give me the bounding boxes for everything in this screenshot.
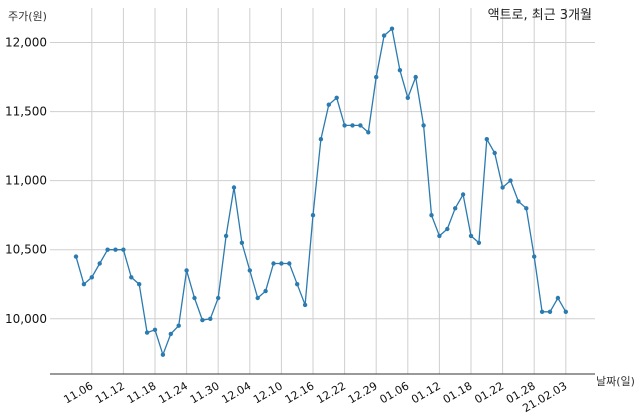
x-tick-label: 11.06 [62, 379, 96, 406]
price-point [255, 295, 260, 301]
x-tick-label: 01.18 [441, 379, 475, 406]
price-point [358, 123, 363, 128]
price-point [152, 327, 158, 332]
price-point [105, 247, 110, 252]
price-point [263, 288, 268, 294]
x-tick-label: 11.12 [93, 379, 127, 406]
y-tick-label: 10,000 [5, 312, 47, 326]
price-point [453, 206, 458, 211]
price-point [381, 33, 387, 38]
price-point [137, 282, 142, 287]
price-point [168, 331, 173, 337]
price-point [460, 192, 466, 197]
y-tick-label: 10,500 [5, 243, 47, 257]
price-point [295, 282, 300, 287]
price-point [310, 213, 316, 218]
x-tick-label: 11.30 [188, 379, 222, 406]
x-tick-label: 11.24 [156, 379, 190, 406]
price-point [287, 261, 292, 266]
x-tick-label: 12.29 [346, 379, 380, 406]
price-point [247, 268, 252, 273]
price-point [516, 199, 521, 204]
x-tick-label: 01.12 [409, 379, 443, 406]
y-tick-label: 12,000 [5, 36, 47, 50]
price-point [342, 123, 347, 128]
price-point [121, 247, 126, 252]
price-point [524, 206, 529, 211]
price-point [176, 323, 181, 328]
price-point [334, 95, 339, 101]
price-point [532, 254, 537, 259]
price-point [81, 282, 87, 287]
price-point [192, 295, 197, 301]
price-point [160, 352, 166, 357]
price-point [302, 302, 308, 308]
price-point [326, 102, 331, 107]
price-point [421, 123, 426, 128]
x-tick-label: 12.16 [283, 379, 317, 406]
price-point [271, 261, 276, 266]
price-point [468, 233, 474, 239]
price-point [208, 316, 213, 321]
y-axis-label: 주가(원) [8, 10, 47, 23]
price-point [113, 247, 118, 252]
price-point [555, 295, 561, 301]
price-point [405, 95, 410, 101]
price-point [500, 185, 505, 190]
y-tick-label: 11,500 [5, 105, 47, 119]
price-point [216, 295, 221, 301]
price-point [413, 74, 418, 80]
x-tick-label: 12.10 [251, 379, 285, 406]
price-point [200, 317, 205, 323]
price-point [73, 254, 79, 259]
price-point [508, 178, 513, 183]
grid-layer [50, 8, 595, 374]
price-point [239, 240, 245, 245]
price-point [492, 150, 497, 156]
price-point [144, 330, 150, 335]
price-point [89, 275, 95, 280]
price-line [75, 27, 567, 357]
x-tick-label: 11.18 [125, 379, 159, 406]
chart-title: 액트로, 최근 3개월 [488, 8, 592, 23]
price-point [366, 130, 371, 135]
price-point [374, 74, 379, 80]
price-point [231, 185, 237, 190]
price-point [279, 261, 284, 266]
price-point [129, 275, 134, 280]
price-point [223, 233, 229, 239]
axis-layer: 10,000 10,500 11,000 11,500 12,000 11.0611.12… [5, 36, 595, 414]
x-axis-label: 날짜(일) [596, 374, 635, 388]
price-point [429, 213, 434, 218]
price-point [397, 68, 403, 73]
price-point [539, 309, 545, 314]
x-tick-label: 01.22 [472, 379, 506, 406]
price-point [437, 233, 442, 239]
price-point [476, 240, 482, 245]
price-point [563, 309, 568, 314]
price-point [184, 268, 189, 273]
x-tick-label: 12.22 [314, 379, 348, 406]
price-point [484, 137, 489, 142]
price-point [445, 226, 450, 232]
series-layer [73, 26, 568, 357]
x-tick-label: 01.06 [378, 379, 412, 406]
price-point [389, 26, 395, 31]
price-point [318, 137, 324, 142]
x-tick-label: 12.04 [220, 379, 254, 406]
y-tick-label: 11,000 [5, 174, 47, 188]
price-point [350, 123, 355, 128]
price-point [547, 309, 553, 314]
price-point [97, 261, 102, 266]
